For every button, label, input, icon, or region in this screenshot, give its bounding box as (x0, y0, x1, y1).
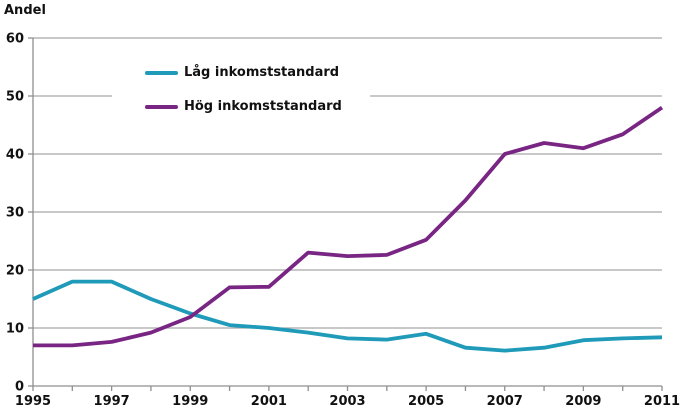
y-tick-label: 20 (6, 264, 24, 279)
legend-item-hog-inkomststandard: Hög inkomststandard (145, 99, 342, 115)
legend-label-hog: Hög inkomststandard (184, 99, 342, 114)
x-tick-label: 1997 (94, 394, 130, 409)
series-line-1 (33, 106, 664, 348)
y-tick-label: 30 (6, 206, 24, 221)
y-tick-label: 50 (6, 90, 24, 105)
legend: Låg inkomststandard Hög inkomststandard (112, 52, 370, 120)
legend-line-swatch-hog (145, 104, 178, 110)
y-tick-label: 0 (15, 380, 24, 395)
x-tick-label: 1995 (15, 394, 51, 409)
series-line-0 (32, 279, 663, 353)
legend-label-lag: Låg inkomststandard (184, 65, 340, 80)
y-axis-title: Andel (4, 3, 46, 18)
x-tick-label: 2001 (251, 394, 287, 409)
x-tick-label: 2003 (329, 394, 365, 409)
legend-line-swatch-lag (145, 70, 178, 76)
x-tick-label: 2009 (565, 394, 601, 409)
legend-item-lag-inkomststandard: Låg inkomststandard (145, 65, 339, 81)
x-tick-label: 1999 (172, 394, 208, 409)
y-tick-label: 10 (6, 322, 24, 337)
x-tick-label: 2007 (487, 394, 523, 409)
x-tick-label: 2005 (408, 394, 444, 409)
y-tick-label: 60 (6, 32, 24, 47)
y-tick-label: 40 (6, 148, 24, 163)
x-tick-label: 2011 (644, 394, 680, 409)
